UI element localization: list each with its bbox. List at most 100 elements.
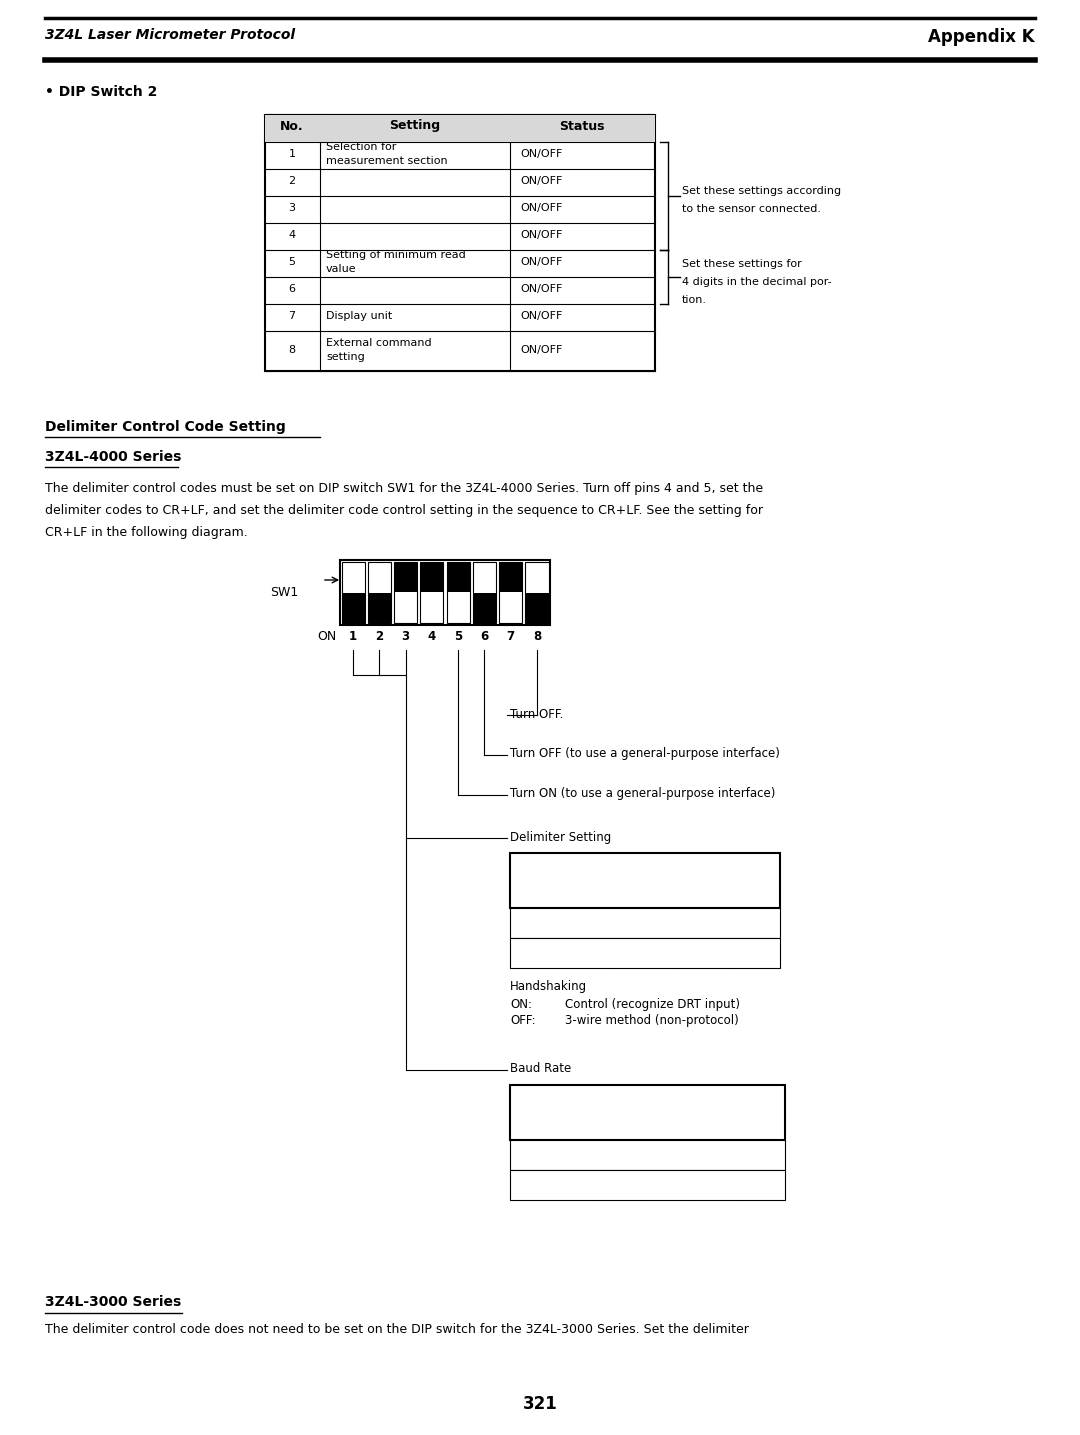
Text: delimiter codes to CR+LF, and set the delimiter code control setting in the sequ: delimiter codes to CR+LF, and set the de…: [45, 504, 762, 517]
Text: 5: 5: [454, 630, 462, 643]
Text: Turn OFF (to use a general-purpose interface): Turn OFF (to use a general-purpose inter…: [510, 748, 780, 761]
Bar: [420, 563, 444, 593]
Text: 2: 2: [376, 630, 383, 643]
Text: OFF: OFF: [631, 946, 653, 959]
Bar: [525, 593, 549, 623]
Text: 3Z4L-3000 Series: 3Z4L-3000 Series: [45, 1294, 181, 1309]
Text: Control (recognize DRT input): Control (recognize DRT input): [565, 997, 740, 1012]
Text: 4: 4: [428, 630, 436, 643]
Bar: [341, 563, 365, 623]
Text: 3: 3: [402, 630, 409, 643]
Text: ON: ON: [693, 916, 711, 928]
Text: 3-wire method (non-protocol): 3-wire method (non-protocol): [565, 1015, 739, 1027]
Bar: [394, 563, 417, 593]
Text: 4: 4: [288, 230, 296, 240]
Text: • DIP Switch 2: • DIP Switch 2: [45, 85, 158, 99]
Text: 3: 3: [288, 202, 296, 212]
Text: The delimiter control code does not need to be set on the DIP switch for the 3Z4: The delimiter control code does not need…: [45, 1323, 748, 1336]
Text: tion.: tion.: [681, 296, 707, 306]
Text: External command: External command: [326, 339, 432, 349]
Text: ON/OFF: ON/OFF: [519, 230, 563, 240]
Bar: [510, 938, 780, 969]
Text: Display unit: Display unit: [326, 311, 392, 321]
Text: ON/OFF: ON/OFF: [519, 284, 563, 294]
Bar: [510, 1085, 785, 1139]
Text: OFF:: OFF:: [510, 1015, 536, 1027]
Text: ON: ON: [752, 1148, 770, 1161]
Text: setting: setting: [326, 352, 365, 362]
Text: ON: ON: [752, 1178, 770, 1191]
Text: ON/OFF: ON/OFF: [519, 149, 563, 159]
Bar: [265, 115, 654, 372]
Text: ON/OFF: ON/OFF: [519, 177, 563, 187]
Text: 3Z4L Laser Micrometer Protocol: 3Z4L Laser Micrometer Protocol: [45, 29, 295, 42]
Text: CR: CR: [693, 871, 711, 884]
Text: OFF: OFF: [653, 1178, 676, 1191]
Text: value: value: [326, 264, 356, 274]
Text: 4 digits in the decimal por-: 4 digits in the decimal por-: [681, 277, 832, 287]
Text: Status: Status: [559, 119, 605, 132]
Text: OFF: OFF: [702, 1148, 725, 1161]
Text: Pin 4: Pin 4: [545, 916, 575, 928]
Text: ON: ON: [656, 1148, 674, 1161]
Text: The delimiter control codes must be set on DIP switch SW1 for the 3Z4L-4000 Seri: The delimiter control codes must be set …: [45, 482, 764, 495]
Bar: [473, 563, 496, 623]
Bar: [394, 563, 417, 623]
Text: 8: 8: [532, 630, 541, 643]
Text: 6: 6: [288, 284, 296, 294]
Text: 7: 7: [288, 311, 296, 321]
Text: ON/OFF: ON/OFF: [519, 344, 563, 354]
Bar: [510, 1170, 785, 1200]
Text: ON: ON: [746, 946, 764, 959]
Bar: [499, 563, 523, 623]
Text: OFF: OFF: [606, 1148, 629, 1161]
Bar: [510, 852, 780, 908]
Text: Turn ON (to use a general-purpose interface): Turn ON (to use a general-purpose interf…: [510, 788, 775, 801]
Text: Pin 5: Pin 5: [545, 946, 575, 959]
Text: Baud Rate: Baud Rate: [510, 1062, 571, 1075]
Text: 5: 5: [288, 257, 296, 267]
Text: 321: 321: [523, 1395, 557, 1413]
Text: Pin: Pin: [515, 890, 536, 903]
Bar: [340, 560, 550, 626]
Text: ON/OFF: ON/OFF: [519, 257, 563, 267]
Bar: [420, 563, 444, 623]
Bar: [368, 563, 391, 623]
Bar: [510, 908, 780, 938]
Text: OFF: OFF: [631, 916, 653, 928]
Text: OFF: OFF: [606, 1178, 629, 1191]
Text: 9600: 9600: [746, 1104, 775, 1116]
Text: ON:: ON:: [510, 997, 532, 1012]
Text: Set these settings according: Set these settings according: [681, 187, 841, 197]
Text: CR+LF: CR+LF: [622, 871, 662, 884]
Text: Delimiter Control Code Setting: Delimiter Control Code Setting: [45, 420, 286, 433]
Bar: [510, 1139, 785, 1170]
Text: 8: 8: [288, 344, 296, 354]
Bar: [499, 563, 523, 593]
Text: ON: ON: [704, 1178, 723, 1191]
Text: Appendix K: Appendix K: [929, 29, 1035, 46]
Text: 7: 7: [507, 630, 515, 643]
Text: 3Z4L-4000 Series: 3Z4L-4000 Series: [45, 451, 181, 464]
Text: 6: 6: [481, 630, 488, 643]
Text: Selection for: Selection for: [326, 142, 396, 152]
Bar: [265, 115, 654, 142]
Text: to the sensor connected.: to the sensor connected.: [681, 204, 821, 214]
Text: measurement section: measurement section: [326, 156, 447, 166]
Bar: [473, 593, 496, 623]
Bar: [368, 593, 391, 623]
Text: Delimiter: Delimiter: [544, 860, 606, 872]
Text: ON/OFF: ON/OFF: [519, 202, 563, 212]
Text: OFF: OFF: [691, 946, 713, 959]
Text: 2400: 2400: [650, 1104, 680, 1116]
Text: OFF: OFF: [744, 916, 766, 928]
Text: Handshaking: Handshaking: [510, 980, 588, 993]
Text: Pin: Pin: [515, 1122, 536, 1135]
Text: 4800: 4800: [698, 1104, 728, 1116]
Bar: [525, 563, 549, 623]
Bar: [446, 563, 470, 593]
Text: LF: LF: [748, 871, 761, 884]
Bar: [341, 593, 365, 623]
Text: Setting: Setting: [390, 119, 441, 132]
Text: SW1: SW1: [270, 585, 298, 598]
